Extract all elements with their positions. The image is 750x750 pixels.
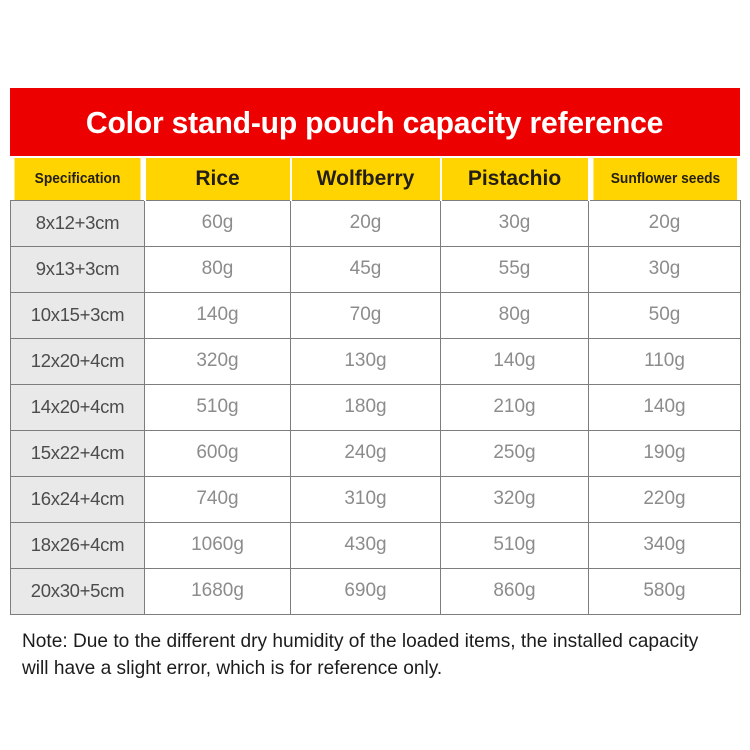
cell-specification: 12x20+4cm — [10, 337, 145, 385]
cell-specification: 8x12+3cm — [10, 199, 145, 247]
note-text: Note: Due to the different dry humidity … — [22, 630, 699, 679]
cell-pistachio: 210g — [440, 383, 589, 431]
column-header-specification: Specification — [13, 158, 143, 200]
cell-sunflower: 30g — [588, 245, 741, 293]
cell-wolfberry: 20g — [290, 199, 441, 247]
column-header-sunflower-seeds: Sunflower seeds — [592, 158, 737, 200]
cell-sunflower: 50g — [588, 291, 741, 339]
cell-specification: 18x26+4cm — [10, 521, 145, 569]
table-row: 12x20+4cm 320g 130g 140g 110g — [10, 337, 741, 385]
capacity-table: Specification Rice Wolfberry Pistachio S… — [10, 158, 741, 615]
cell-specification: 14x20+4cm — [10, 383, 145, 431]
cell-wolfberry: 45g — [290, 245, 441, 293]
cell-pistachio: 30g — [440, 199, 589, 247]
cell-wolfberry: 130g — [290, 337, 441, 385]
table-row: 14x20+4cm 510g 180g 210g 140g — [10, 383, 741, 431]
cell-wolfberry: 180g — [290, 383, 441, 431]
cell-rice: 1060g — [144, 521, 291, 569]
column-header-rice: Rice — [144, 158, 292, 200]
table-header-row: Specification Rice Wolfberry Pistachio S… — [11, 158, 741, 200]
cell-sunflower: 190g — [588, 429, 741, 477]
cell-rice: 740g — [144, 475, 291, 523]
cell-wolfberry: 690g — [290, 567, 441, 615]
cell-specification: 9x13+3cm — [10, 245, 145, 293]
cell-pistachio: 80g — [440, 291, 589, 339]
column-header-pistachio: Pistachio — [440, 158, 590, 200]
cell-sunflower: 220g — [588, 475, 741, 523]
table-row: 18x26+4cm 1060g 430g 510g 340g — [10, 521, 741, 569]
cell-sunflower: 20g — [588, 199, 741, 247]
table-row: 10x15+3cm 140g 70g 80g 50g — [10, 291, 741, 339]
cell-pistachio: 510g — [440, 521, 589, 569]
table-row: 8x12+3cm 60g 20g 30g 20g — [10, 199, 741, 247]
cell-specification: 10x15+3cm — [10, 291, 145, 339]
cell-wolfberry: 70g — [290, 291, 441, 339]
cell-wolfberry: 240g — [290, 429, 441, 477]
page-title: Color stand-up pouch capacity reference — [86, 104, 664, 140]
column-header-wolfberry: Wolfberry — [290, 158, 442, 200]
table-row: 15x22+4cm 600g 240g 250g 190g — [10, 429, 741, 477]
cell-pistachio: 860g — [440, 567, 589, 615]
cell-rice: 60g — [144, 199, 291, 247]
cell-rice: 510g — [144, 383, 291, 431]
cell-rice: 80g — [144, 245, 291, 293]
cell-wolfberry: 310g — [290, 475, 441, 523]
table-header: Specification Rice Wolfberry Pistachio S… — [11, 158, 741, 200]
cell-rice: 1680g — [144, 567, 291, 615]
table-body: 8x12+3cm 60g 20g 30g 20g 9x13+3cm 80g 45… — [10, 199, 741, 615]
cell-specification: 20x30+5cm — [10, 567, 145, 615]
cell-pistachio: 320g — [440, 475, 589, 523]
cell-specification: 15x22+4cm — [10, 429, 145, 477]
cell-rice: 320g — [144, 337, 291, 385]
table-row: 9x13+3cm 80g 45g 55g 30g — [10, 245, 741, 293]
cell-rice: 600g — [144, 429, 291, 477]
cell-rice: 140g — [144, 291, 291, 339]
cell-specification: 16x24+4cm — [10, 475, 145, 523]
cell-pistachio: 140g — [440, 337, 589, 385]
cell-sunflower: 140g — [588, 383, 741, 431]
cell-sunflower: 110g — [588, 337, 741, 385]
cell-pistachio: 55g — [440, 245, 589, 293]
cell-sunflower: 580g — [588, 567, 741, 615]
table-row: 16x24+4cm 740g 310g 320g 220g — [10, 475, 741, 523]
cell-wolfberry: 430g — [290, 521, 441, 569]
title-banner: Color stand-up pouch capacity reference — [10, 88, 740, 156]
cell-sunflower: 340g — [588, 521, 741, 569]
table-row: 20x30+5cm 1680g 690g 860g 580g — [10, 567, 741, 615]
cell-pistachio: 250g — [440, 429, 589, 477]
